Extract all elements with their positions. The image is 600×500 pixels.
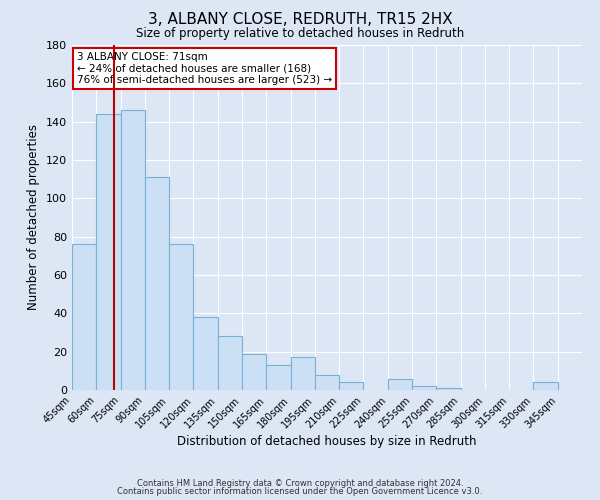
Bar xyxy=(193,317,218,390)
Text: Contains HM Land Registry data © Crown copyright and database right 2024.: Contains HM Land Registry data © Crown c… xyxy=(137,478,463,488)
Bar xyxy=(96,114,121,390)
Bar xyxy=(412,386,436,390)
X-axis label: Distribution of detached houses by size in Redruth: Distribution of detached houses by size … xyxy=(177,436,477,448)
Bar xyxy=(72,244,96,390)
Y-axis label: Number of detached properties: Number of detached properties xyxy=(28,124,40,310)
Bar xyxy=(121,110,145,390)
Bar xyxy=(436,388,461,390)
Bar xyxy=(388,378,412,390)
Text: Contains public sector information licensed under the Open Government Licence v3: Contains public sector information licen… xyxy=(118,487,482,496)
Bar xyxy=(315,374,339,390)
Bar xyxy=(266,365,290,390)
Bar xyxy=(242,354,266,390)
Bar xyxy=(169,244,193,390)
Bar xyxy=(533,382,558,390)
Bar xyxy=(339,382,364,390)
Text: Size of property relative to detached houses in Redruth: Size of property relative to detached ho… xyxy=(136,28,464,40)
Bar xyxy=(290,358,315,390)
Text: 3, ALBANY CLOSE, REDRUTH, TR15 2HX: 3, ALBANY CLOSE, REDRUTH, TR15 2HX xyxy=(148,12,452,28)
Text: 3 ALBANY CLOSE: 71sqm
← 24% of detached houses are smaller (168)
76% of semi-det: 3 ALBANY CLOSE: 71sqm ← 24% of detached … xyxy=(77,52,332,85)
Bar xyxy=(145,178,169,390)
Bar xyxy=(218,336,242,390)
